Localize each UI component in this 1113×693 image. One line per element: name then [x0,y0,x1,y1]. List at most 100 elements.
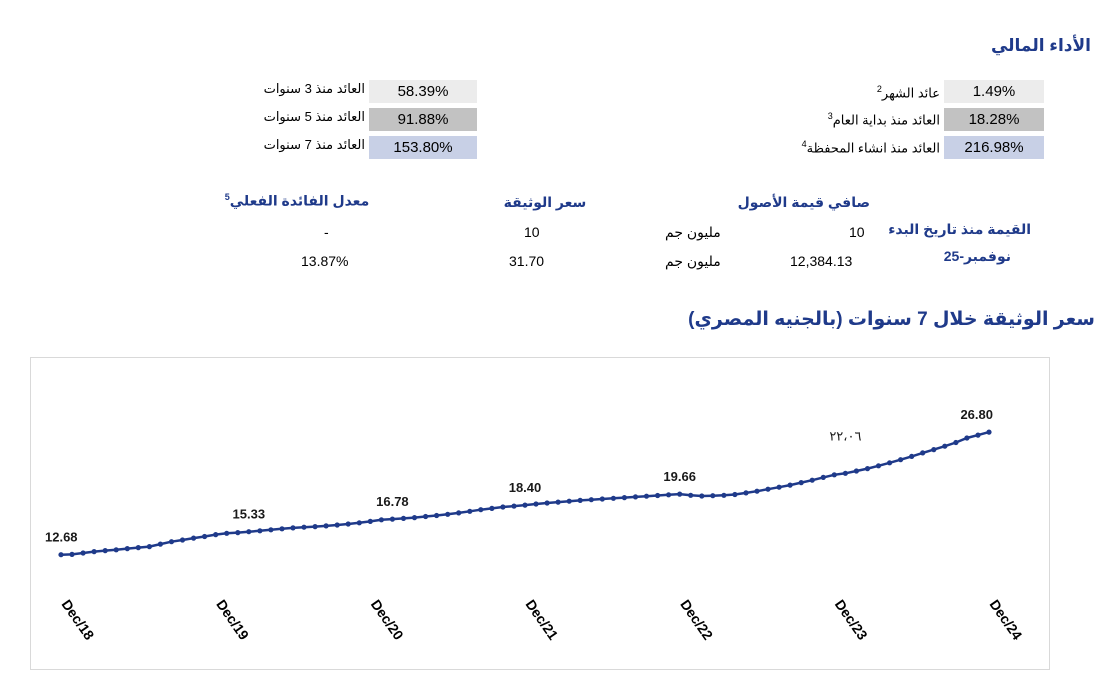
x-tick-label: Dec/20 [368,597,407,643]
data-label: 26.80 [960,407,993,422]
data-point [411,515,418,521]
data-point [887,460,893,466]
data-point [246,529,252,535]
data-point [191,535,197,541]
data-point [135,545,141,551]
data-point [875,463,882,469]
data-point [378,517,384,523]
data-point [279,526,285,532]
data-point [920,450,926,456]
unit-price-header: سعر الوثيقة [503,194,587,210]
data-point [423,513,429,520]
data-point [478,507,484,513]
data-point [577,497,583,503]
data-point [743,490,749,496]
unit-price-row2: 31.70 [509,253,545,269]
return-label-ytd: العائد منذ بداية العام3 [827,111,940,128]
data-point [632,494,639,500]
data-label: 19.66 [663,469,696,484]
data-point [323,523,329,529]
data-point [820,474,826,480]
x-tick-label: Dec/23 [832,597,871,643]
data-point [798,480,804,486]
x-tick-label: Dec/24 [987,597,1026,643]
data-point [456,510,462,516]
yield-row1: - [324,224,329,240]
data-point [909,453,915,459]
data-point [224,530,230,536]
data-point [787,482,793,488]
data-point [301,524,307,530]
data-point [765,486,771,492]
data-point [113,547,119,553]
data-point [202,533,208,540]
data-point [942,443,948,449]
data-point [975,432,981,438]
data-point [157,541,163,547]
data-point [290,525,296,531]
x-tick-label: Dec/19 [213,597,252,643]
x-tick-label: Dec/21 [523,597,562,643]
data-point [621,495,628,501]
data-point [588,497,594,503]
data-point [710,493,716,499]
data-point [809,477,815,483]
x-tick-label: Dec/22 [677,597,716,643]
return-label-month: عائد الشهر2 [876,84,940,101]
return-label-3y: العائد منذ 3 سنوات [263,81,365,96]
data-point [721,492,727,498]
currency-label-row2: مليون جم [665,253,721,269]
series-layer [58,429,992,558]
return-label-5y: العائد منذ 5 سنوات [263,109,365,124]
data-point [58,552,64,558]
row-header-since-inception: القيمة منذ تاريخ البدء [888,221,1031,237]
unit-price-line-chart: 12.68 15.33 16.78 18.40 19.66 ٢٢،٠٦ 26.80 Dec/… [45,407,1026,643]
data-point [688,492,694,498]
data-point [445,511,451,517]
data-point [842,470,849,476]
data-label: ٢٢،٠٦ [829,428,861,443]
currency-label-row1: مليون جم [665,224,721,240]
row-header-date: نوفمبر-25 [943,248,1011,264]
data-point [699,493,705,499]
data-point [831,472,837,478]
data-point [732,491,738,498]
nav-value-row2: 12,384.13 [790,253,853,269]
data-point [102,548,108,554]
data-label: 12.68 [45,530,78,545]
data-point [522,502,528,508]
return-value-inception: 216.98% [944,136,1044,159]
return-value-ytd: 18.28% [944,108,1044,131]
x-tick-layer: Dec/18 Dec/19 Dec/20 Dec/21 Dec/22 Dec/23 Dec/… [59,597,1026,643]
data-point [124,546,130,552]
data-point [898,457,904,463]
return-value-5y: 91.88% [369,108,477,131]
data-point [356,520,362,526]
data-point [434,512,440,519]
data-point [677,491,683,497]
data-point [500,504,506,510]
data-point [666,492,672,498]
data-point [776,484,782,490]
yield-row2: 13.87% [301,253,349,269]
data-label: 15.33 [233,507,266,522]
return-label-7y: العائد منذ 7 سنوات [263,137,365,152]
data-label-layer: 12.68 15.33 16.78 18.40 19.66 ٢٢،٠٦ 26.80 [45,407,993,545]
data-point [80,550,86,556]
data-point [566,498,572,504]
return-value-7y: 153.80% [369,136,477,159]
data-point [544,500,550,506]
data-point [345,521,351,527]
data-point [334,522,340,528]
return-value-month: 1.49% [944,80,1044,103]
data-point [235,530,241,536]
data-point [953,439,959,446]
unit-price-row1: 10 [524,224,540,240]
data-point [213,532,219,538]
data-point [655,492,661,499]
data-point [599,496,605,502]
data-point [610,495,617,501]
x-tick-label: Dec/18 [59,597,98,643]
data-point [489,505,495,511]
yield-header: معدل الفائدة الفعلي5 [224,192,370,209]
